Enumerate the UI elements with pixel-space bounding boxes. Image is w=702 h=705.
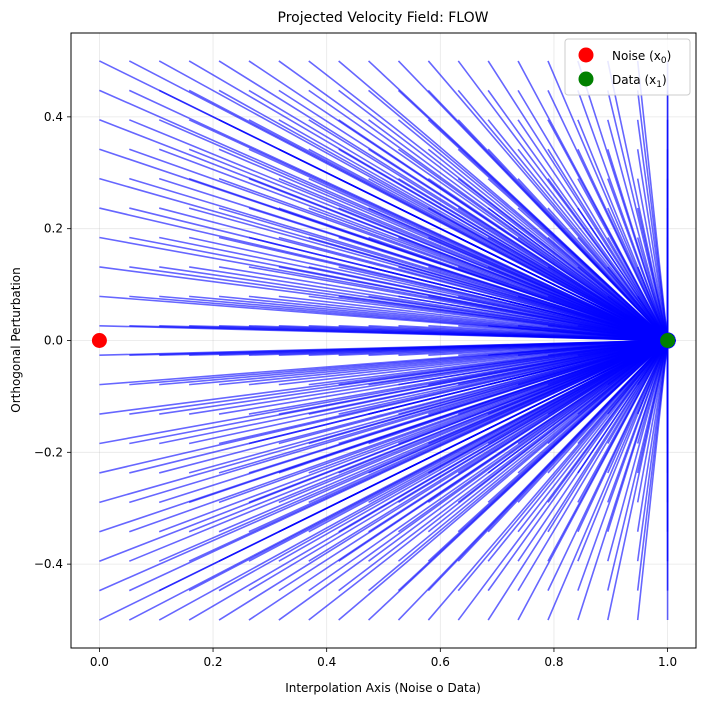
x-tick-label: 0.6 — [431, 655, 450, 669]
velocity-arrow — [547, 178, 673, 348]
legend: Noise (x0) Data (x1) — [564, 38, 691, 96]
x-tick-label: 1.0 — [658, 655, 677, 669]
velocity-arrow — [636, 60, 670, 349]
legend-box — [564, 38, 691, 96]
velocity-arrow — [547, 333, 673, 503]
velocity-field — [99, 60, 676, 621]
velocity-arrow — [547, 148, 673, 348]
velocity-arrow — [547, 332, 672, 621]
velocity-arrow — [398, 337, 676, 415]
velocity-arrow — [457, 334, 675, 503]
velocity-arrow — [517, 337, 676, 386]
legend-label: Data (x1) — [612, 73, 667, 90]
velocity-arrow — [458, 295, 676, 343]
velocity-arrow — [458, 338, 676, 386]
x-axis-ticks: 0.0 0.2 0.4 0.6 0.8 1.0 — [90, 648, 677, 669]
velocity-arrow — [487, 336, 676, 415]
velocity-arrow — [398, 266, 676, 344]
velocity-arrow — [487, 266, 676, 345]
x-tick-label: 0.2 — [203, 655, 222, 669]
y-tick-label: 0.4 — [44, 110, 63, 124]
velocity-arrow — [636, 332, 671, 474]
y-tick-label: −0.2 — [34, 445, 63, 459]
velocity-arrow — [547, 266, 675, 346]
y-axis-ticks: −0.4 −0.2 0.0 0.2 0.4 — [34, 110, 71, 571]
velocity-arrow — [636, 332, 671, 444]
y-tick-label: 0.0 — [44, 334, 63, 348]
legend-marker — [578, 71, 594, 87]
velocity-arrow — [487, 236, 675, 346]
data-point — [660, 333, 676, 348]
velocity-arrow — [607, 333, 673, 444]
y-tick-label: 0.2 — [44, 222, 63, 236]
velocity-arrow — [607, 237, 673, 348]
noise-point — [91, 333, 107, 348]
x-tick-label: 0.0 — [90, 655, 109, 669]
x-tick-label: 0.4 — [317, 655, 336, 669]
velocity-arrow — [636, 332, 670, 503]
legend-marker — [578, 47, 594, 63]
velocity-arrow — [547, 333, 673, 533]
markers — [91, 333, 676, 348]
velocity-arrow — [547, 60, 672, 349]
y-axis-label: Orthogonal Perturbation — [9, 267, 23, 412]
velocity-arrow — [547, 335, 675, 415]
velocity-arrow — [547, 336, 676, 386]
velocity-arrow — [547, 295, 676, 345]
y-tick-label: −0.4 — [34, 557, 63, 571]
x-axis-label: Interpolation Axis (Noise o Data) — [285, 681, 481, 695]
velocity-arrow — [457, 178, 675, 347]
x-tick-label: 0.8 — [544, 655, 563, 669]
chart-title: Projected Velocity Field: FLOW — [278, 10, 489, 26]
velocity-arrow — [517, 295, 676, 344]
velocity-arrow — [487, 335, 675, 445]
legend-label: Noise (x0) — [612, 49, 671, 66]
